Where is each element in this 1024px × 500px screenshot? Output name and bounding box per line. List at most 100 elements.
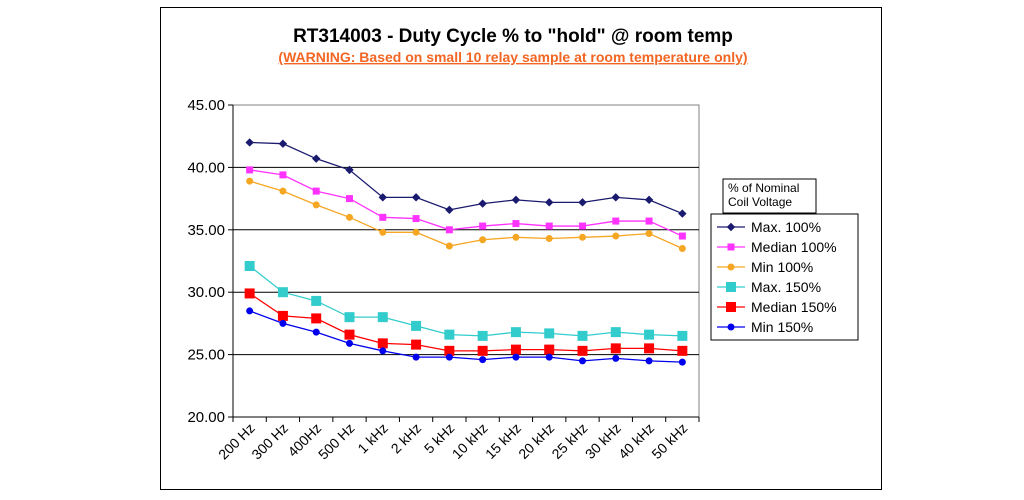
data-point bbox=[644, 329, 655, 340]
plot-border bbox=[232, 104, 700, 418]
data-point bbox=[511, 195, 521, 205]
data-point bbox=[510, 327, 521, 338]
series-line bbox=[249, 265, 683, 337]
legend-label: Min 100% bbox=[751, 259, 813, 275]
legend-box bbox=[710, 213, 859, 341]
legend-marker bbox=[726, 282, 736, 292]
data-point bbox=[346, 339, 353, 347]
data-point bbox=[279, 187, 287, 195]
x-tick-label: 10 kHz bbox=[449, 420, 491, 462]
x-tick-label: 300 Hz bbox=[248, 420, 291, 463]
data-point bbox=[444, 329, 455, 340]
data-point bbox=[378, 193, 387, 202]
data-point bbox=[512, 233, 520, 241]
data-point bbox=[545, 235, 553, 243]
data-point bbox=[577, 345, 588, 356]
legend-entry: Median 150% bbox=[717, 299, 837, 315]
data-point bbox=[246, 177, 254, 185]
data-point bbox=[544, 328, 555, 339]
data-point bbox=[377, 338, 388, 349]
series-line bbox=[249, 292, 683, 352]
data-point bbox=[612, 232, 620, 240]
data-point bbox=[277, 310, 288, 321]
data-point bbox=[346, 213, 353, 221]
data-point bbox=[610, 343, 621, 354]
data-point bbox=[610, 327, 621, 338]
data-point bbox=[578, 198, 587, 207]
data-point bbox=[479, 222, 487, 230]
data-point bbox=[512, 353, 520, 361]
series-min-100- bbox=[246, 177, 686, 253]
data-point bbox=[545, 353, 553, 361]
data-point bbox=[479, 356, 487, 364]
chart-frame: RT314003 - Duty Cycle % to "hold" @ room… bbox=[160, 7, 882, 490]
series-median-100- bbox=[246, 166, 686, 240]
data-point bbox=[445, 353, 453, 361]
data-point bbox=[612, 354, 620, 362]
y-tick-label: 25.00 bbox=[187, 347, 225, 364]
data-point bbox=[445, 226, 453, 234]
y-tick-label: 30.00 bbox=[187, 284, 225, 301]
data-point bbox=[477, 330, 488, 341]
data-point bbox=[344, 329, 355, 340]
data-point bbox=[379, 213, 387, 221]
data-point bbox=[512, 220, 520, 228]
data-point bbox=[677, 345, 688, 356]
legend-entry: Max. 100% bbox=[717, 219, 821, 235]
plot-area bbox=[232, 104, 700, 418]
data-point bbox=[645, 230, 653, 238]
data-point bbox=[544, 344, 555, 355]
data-point bbox=[277, 287, 288, 298]
data-point bbox=[379, 228, 387, 236]
data-point bbox=[379, 347, 387, 355]
data-point bbox=[678, 358, 686, 366]
data-point bbox=[412, 353, 420, 361]
data-point bbox=[645, 357, 653, 365]
data-point bbox=[677, 330, 688, 341]
data-point bbox=[510, 344, 521, 355]
data-point bbox=[445, 205, 454, 215]
series-line bbox=[249, 141, 683, 215]
data-point bbox=[478, 199, 487, 208]
series-max-100- bbox=[245, 138, 687, 218]
data-point bbox=[245, 138, 254, 147]
data-point bbox=[312, 187, 320, 195]
x-tick-label: 200 Hz bbox=[215, 420, 258, 463]
series-max-150- bbox=[244, 260, 688, 341]
data-point bbox=[645, 217, 653, 225]
x-tick-label: 30 kHz bbox=[582, 420, 624, 462]
data-point bbox=[345, 165, 354, 175]
legend-label: Median 150% bbox=[751, 299, 837, 315]
legend-marker bbox=[727, 263, 735, 271]
data-point bbox=[477, 345, 488, 356]
data-point bbox=[278, 139, 288, 148]
legend-marker bbox=[727, 323, 735, 331]
data-point bbox=[479, 236, 487, 244]
data-point bbox=[377, 312, 388, 323]
data-point bbox=[445, 242, 453, 250]
data-point bbox=[612, 217, 620, 225]
y-tick-label: 35.00 bbox=[187, 222, 225, 239]
y-tick-label: 40.00 bbox=[187, 159, 225, 176]
legend-title-box bbox=[722, 178, 817, 214]
legend-title: Coil Voltage bbox=[728, 195, 792, 209]
series-min-150- bbox=[246, 307, 686, 366]
line-chart: RT314003 - Duty Cycle % to "hold" @ room… bbox=[187, 26, 859, 463]
series-line bbox=[249, 180, 683, 250]
x-tick-label: 40 kHz bbox=[615, 420, 657, 462]
legend-marker bbox=[726, 222, 736, 232]
data-point bbox=[246, 166, 254, 174]
data-point bbox=[246, 307, 254, 315]
legend-marker bbox=[726, 302, 736, 312]
legend-entry: Max. 150% bbox=[717, 279, 821, 295]
data-point bbox=[411, 320, 422, 331]
series-median-150- bbox=[244, 288, 688, 356]
x-tick-label: 500 Hz bbox=[315, 420, 358, 463]
data-point bbox=[346, 195, 353, 203]
data-point bbox=[312, 201, 320, 209]
legend-title: % of Nominal bbox=[728, 181, 799, 195]
data-point bbox=[577, 330, 588, 341]
data-point bbox=[311, 313, 322, 324]
data-point bbox=[678, 209, 687, 218]
legend-label: Max. 150% bbox=[751, 279, 821, 295]
